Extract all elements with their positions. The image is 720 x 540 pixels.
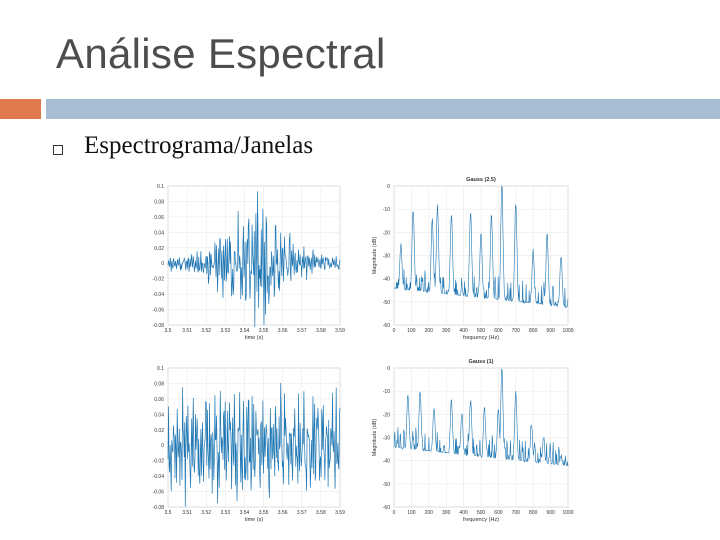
- chart-title: Gauss (1): [468, 359, 493, 365]
- y-tick-label: -40: [383, 277, 390, 283]
- x-tick-label: 3.56: [278, 328, 288, 334]
- spectrum-chart-bottom: 0-10-20-30-40-50-600 100 200 300 400 500 600 70…: [372, 359, 574, 523]
- x-tick-label: 3.58: [316, 510, 326, 516]
- x-tick-label: 3.56: [278, 510, 288, 516]
- y-axis-label: Magnitude (dB): [372, 419, 378, 457]
- x-axis-label: frequency (Hz): [463, 335, 499, 341]
- x-tick-label: 300: [442, 510, 451, 516]
- x-tick-label: 500: [477, 510, 486, 516]
- y-tick-label: -0.08: [153, 323, 165, 329]
- x-axis-label: frequency (Hz): [463, 517, 499, 523]
- y-tick-label: 0.08: [154, 199, 164, 205]
- x-tick-label: 3.51: [182, 328, 192, 334]
- x-tick-label: 500: [477, 328, 486, 334]
- y-tick-label: 0.04: [154, 230, 164, 236]
- y-tick-label: 0: [161, 443, 164, 449]
- y-tick-label: -50: [383, 482, 390, 488]
- y-tick-label: 0.04: [154, 412, 164, 418]
- chart-title: Gauss (2.5): [466, 177, 496, 183]
- x-tick-label: 3.59: [335, 328, 345, 334]
- y-tick-label: -20: [383, 412, 390, 418]
- x-tick-label: 3.57: [297, 510, 307, 516]
- y-tick-label: 0.08: [154, 381, 164, 387]
- y-tick-label: -10: [383, 207, 390, 213]
- x-tick-label: 800: [529, 510, 538, 516]
- x-tick-label: 3.51: [182, 510, 192, 516]
- y-tick-label: 0.02: [154, 246, 164, 252]
- bullet-square-icon: [53, 145, 63, 155]
- y-tick-label: 0.1: [157, 184, 164, 190]
- x-tick-label: 3.58: [316, 328, 326, 334]
- y-tick-label: -60: [383, 323, 390, 329]
- title-accent-bar-orange: [0, 99, 41, 119]
- x-tick-label: 3.59: [335, 510, 345, 516]
- x-tick-label: 100: [407, 510, 416, 516]
- x-axis-label: time (s): [245, 335, 264, 341]
- x-tick-label: 3.5: [165, 328, 172, 334]
- x-tick-label: 800: [529, 328, 538, 334]
- time-signal-chart-bottom: 0.1 0.08 0.06 0.04 0.02 0 -0.02 -0.04 -0.06 -0.08…: [153, 366, 345, 523]
- y-tick-label: -0.02: [153, 459, 165, 465]
- x-tick-label: 100: [407, 328, 416, 334]
- spectrum-chart-top: 0-10-20-30-40-50-600 100 200 300 400 500 600 70…: [372, 177, 574, 341]
- x-tick-label: 3.57: [297, 328, 307, 334]
- x-tick-label: 1000: [562, 510, 573, 516]
- spectrum-line: [393, 368, 569, 467]
- x-tick-label: 600: [494, 328, 503, 334]
- x-tick-label: 700: [512, 328, 521, 334]
- y-tick-label: -0.06: [153, 308, 165, 314]
- time-signal-chart-top: 0.1 0.08 0.06 0.04 0.02 0 -0.02 -0.04 -0.06 -0.08…: [153, 184, 345, 341]
- x-tick-label: 200: [425, 510, 434, 516]
- y-tick-label: 0.06: [154, 215, 164, 221]
- x-tick-label: 3.52: [201, 328, 211, 334]
- y-tick-label: -0.04: [153, 292, 165, 298]
- y-axis-label: Magnitude (dB): [372, 237, 378, 275]
- y-tick-label: 0.1: [157, 366, 164, 372]
- y-tick-label: -50: [383, 300, 390, 306]
- x-tick-label: 3.52: [201, 510, 211, 516]
- x-tick-label: 0: [393, 510, 396, 516]
- x-tick-label: 1000: [562, 328, 573, 334]
- x-tick-label: 3.54: [240, 510, 250, 516]
- x-axis-label: time (s): [245, 517, 264, 523]
- slide-title: Análise Espectral: [56, 30, 386, 77]
- x-tick-label: 200: [425, 328, 434, 334]
- x-tick-label: 300: [442, 328, 451, 334]
- y-tick-label: 0.02: [154, 428, 164, 434]
- y-tick-label: -0.04: [153, 474, 165, 480]
- y-tick-label: -40: [383, 459, 390, 465]
- y-tick-label: -0.06: [153, 490, 165, 496]
- x-tick-label: 400: [459, 510, 468, 516]
- x-tick-label: 3.53: [220, 328, 230, 334]
- x-tick-label: 3.54: [240, 328, 250, 334]
- y-tick-label: -20: [383, 230, 390, 236]
- bullet-text: Espectrograma/Janelas: [84, 132, 314, 159]
- signal-line: [167, 382, 341, 507]
- x-tick-label: 400: [459, 328, 468, 334]
- y-tick-label: 0: [161, 261, 164, 267]
- y-tick-label: -60: [383, 505, 390, 511]
- x-tick-label: 3.53: [220, 510, 230, 516]
- spectrum-line: [393, 185, 569, 309]
- y-tick-label: 0.06: [154, 397, 164, 403]
- y-tick-label: -0.08: [153, 505, 165, 511]
- y-tick-label: 0: [387, 366, 390, 372]
- signal-line: [167, 191, 341, 328]
- x-tick-label: 600: [494, 510, 503, 516]
- y-tick-label: -10: [383, 389, 390, 395]
- x-tick-label: 700: [512, 510, 521, 516]
- y-tick-label: -30: [383, 254, 390, 260]
- y-tick-label: -30: [383, 436, 390, 442]
- x-tick-label: 900: [546, 328, 555, 334]
- x-tick-label: 0: [393, 328, 396, 334]
- y-tick-label: -0.02: [153, 277, 165, 283]
- x-tick-label: 3.55: [259, 510, 269, 516]
- y-tick-label: 0: [387, 184, 390, 190]
- title-accent-bar-blue: [46, 99, 720, 119]
- x-tick-label: 900: [546, 510, 555, 516]
- x-tick-label: 3.5: [165, 510, 172, 516]
- x-tick-label: 3.55: [259, 328, 269, 334]
